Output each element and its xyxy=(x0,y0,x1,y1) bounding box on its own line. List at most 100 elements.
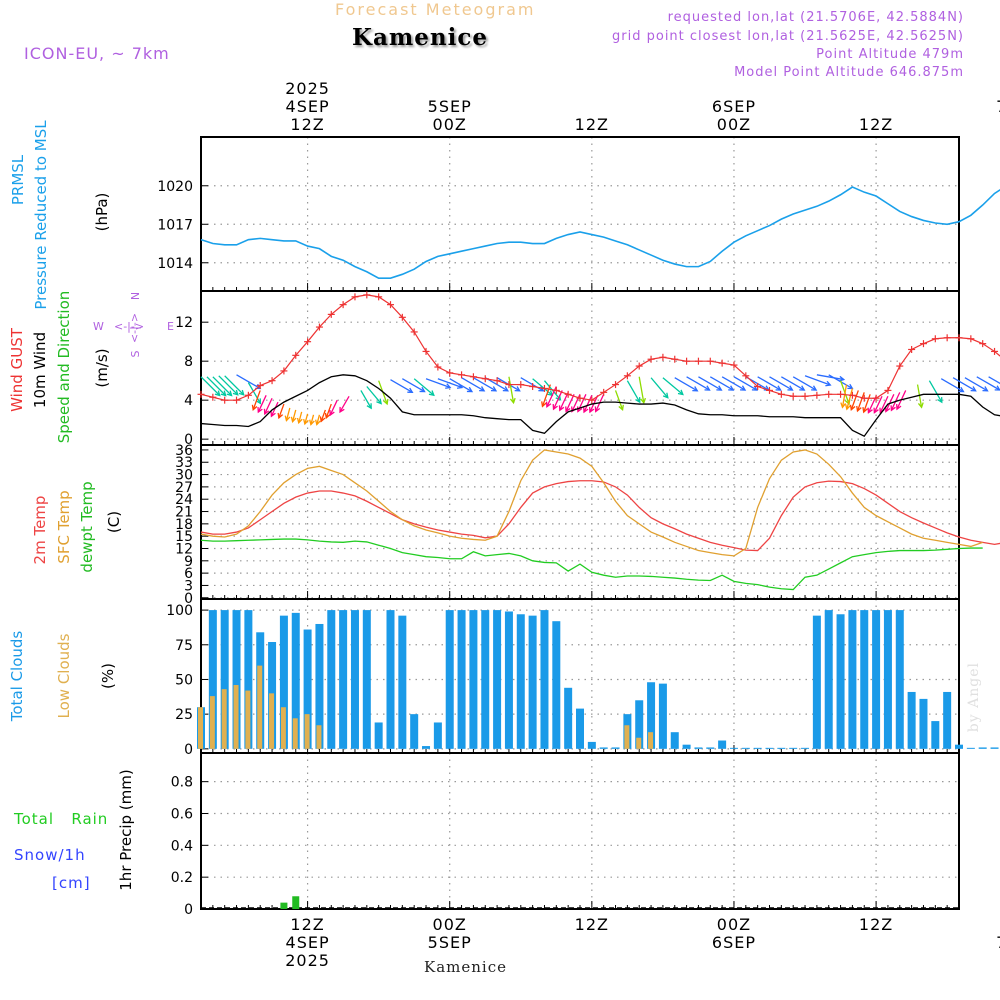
wind-arrow-shaft xyxy=(976,376,1000,391)
wind-arrow-head xyxy=(825,380,832,387)
wind-arrow xyxy=(296,411,303,425)
wind-arrow xyxy=(284,407,291,422)
time-label-bottom: 2025 xyxy=(285,951,330,970)
wind-arrow-head xyxy=(514,386,521,392)
pressure-ylabel: (hPa) xyxy=(93,193,111,232)
low-cloud-bar xyxy=(269,693,275,749)
low-cloud-bar xyxy=(280,707,286,749)
y-tick-label: 8 xyxy=(184,354,193,370)
wind-arrow xyxy=(277,403,285,420)
total-cloud-bar xyxy=(564,687,573,749)
prmsl-line xyxy=(200,186,1000,279)
time-label-bottom: 6SEP xyxy=(712,933,756,952)
total-cloud-bar xyxy=(410,714,419,749)
y-tick-label: 0.6 xyxy=(171,806,193,822)
wind-arrow-shaft xyxy=(638,376,645,403)
wind-arrow xyxy=(247,382,262,405)
wind-arrow-head xyxy=(635,397,641,404)
wind-arrow-shaft xyxy=(940,378,964,393)
wind-arrow-head xyxy=(263,408,270,416)
total-cloud-bar xyxy=(611,747,620,749)
sfc-temp-line xyxy=(200,449,983,557)
wind-arrow xyxy=(873,395,883,414)
wind-arrow xyxy=(218,375,239,396)
wind-arrow-head xyxy=(296,417,303,425)
wind-arrow-shaft xyxy=(552,390,563,410)
wind-arrow-head xyxy=(890,405,896,412)
wind-gust-line xyxy=(200,294,1000,401)
wind-arrow-head xyxy=(315,419,321,426)
y-tick-label: 25 xyxy=(175,707,193,723)
y-tick-label: 0 xyxy=(184,432,193,448)
wind-arrow xyxy=(339,395,350,414)
total-cloud-bar xyxy=(919,698,928,749)
total-cloud-bar xyxy=(599,747,608,749)
total-cloud-bar xyxy=(469,610,478,749)
compass-s: S xyxy=(129,350,142,357)
wind-arrow-shaft xyxy=(721,376,746,391)
panel-frame xyxy=(200,444,960,600)
low-cloud-bar xyxy=(233,685,239,749)
wind-arrow-shaft xyxy=(614,390,624,410)
total-cloud-bar xyxy=(812,615,821,749)
total-cloud-bar xyxy=(291,612,300,749)
total-cloud-bar xyxy=(990,747,999,749)
precip-ylabel: 1hr Precip (mm) xyxy=(117,769,135,890)
total-cloud-bar xyxy=(694,747,703,749)
wind-arrow-shaft xyxy=(425,378,451,389)
wind-arrow-head xyxy=(692,386,699,392)
sfc-temp-side-label: SFC Temp xyxy=(55,490,73,563)
wind-arrow-shaft xyxy=(559,392,569,411)
wind-arrow-head xyxy=(958,386,965,393)
wind-arrow xyxy=(508,376,516,405)
model-label: ICON-EU, ~ 7km xyxy=(24,44,170,63)
wind-arrow-head xyxy=(541,401,547,408)
wind-arrow-head xyxy=(545,401,552,408)
y-tick-label: 6 xyxy=(184,566,193,582)
panel-frame xyxy=(200,136,960,292)
low-cloud-bar xyxy=(198,707,203,749)
wind-arrow-head xyxy=(466,386,474,393)
total-cloud-bar xyxy=(457,610,466,749)
wind-arrow-shaft xyxy=(437,378,463,389)
wind-arrow-shaft xyxy=(988,376,1000,385)
wind-arrow-shaft xyxy=(916,384,923,408)
wind-arrow-head xyxy=(588,407,595,414)
low-cloud-bar xyxy=(316,725,322,749)
wind-arrow-head xyxy=(502,386,509,392)
wind-arrow xyxy=(270,401,279,418)
wind-arrow xyxy=(541,384,552,408)
low-cloud-bar xyxy=(245,690,251,749)
wind-arrow-shaft xyxy=(224,375,245,396)
total-cloud-bar xyxy=(244,610,253,749)
wind-arrow-head xyxy=(376,398,383,405)
wind-arrow xyxy=(940,378,965,393)
wind-arrow-shaft xyxy=(339,395,350,413)
wind-arrow xyxy=(721,376,747,391)
total-cloud-bar xyxy=(279,615,288,749)
wind-arrow xyxy=(290,409,297,424)
y-tick-label: 0.4 xyxy=(171,838,193,854)
total-cloud-bar xyxy=(943,691,952,749)
wind-arrow-shaft xyxy=(841,384,848,408)
wind-arrow xyxy=(461,377,486,392)
wind-arrow-shaft xyxy=(662,377,684,395)
wind-arrow-head xyxy=(303,418,309,426)
precip-legend-total: Total xyxy=(14,810,55,828)
wind-arrow-head xyxy=(716,385,723,391)
wind-arrow-head xyxy=(366,403,372,410)
wind-arrow xyxy=(236,374,262,390)
total-cloud-bar xyxy=(777,747,786,749)
wind-arrow-head xyxy=(407,387,414,393)
time-label-top: 12Z xyxy=(290,115,324,134)
point-altitude: Point Altitude 479m xyxy=(816,47,964,62)
wind-arrow-shaft xyxy=(402,378,425,393)
total-cloud-bar xyxy=(362,610,371,749)
total-cloud-bar xyxy=(789,747,798,749)
dewpt-side-label: dewpt Temp xyxy=(78,481,96,572)
wind-gust-label: Wind GUST xyxy=(8,327,26,412)
wind-arrow-head xyxy=(618,404,624,412)
wind-arrow xyxy=(862,394,871,414)
total-cloud-bar xyxy=(966,747,975,749)
wind-arrow xyxy=(976,376,1000,391)
